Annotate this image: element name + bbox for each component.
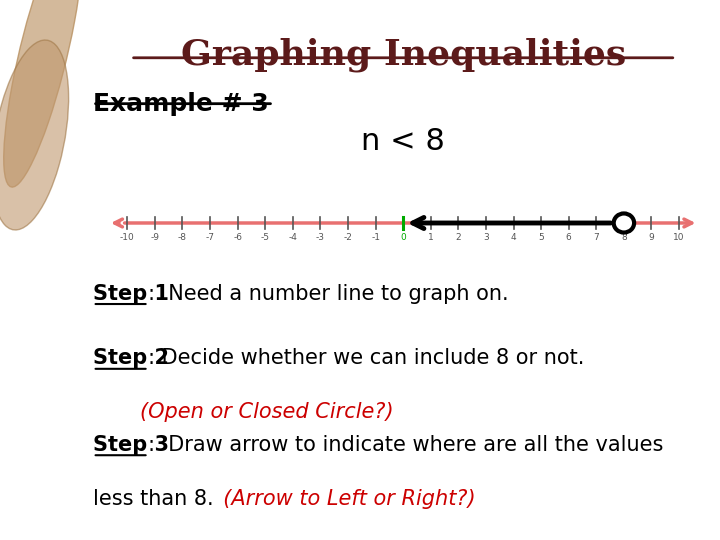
Text: -5: -5 — [261, 233, 270, 242]
Ellipse shape — [0, 40, 68, 230]
Text: -8: -8 — [178, 233, 187, 242]
Text: 8: 8 — [621, 233, 627, 242]
Text: Step 2: Step 2 — [93, 348, 168, 368]
Text: 0: 0 — [400, 233, 406, 242]
Ellipse shape — [4, 0, 83, 187]
Text: n < 8: n < 8 — [361, 127, 445, 156]
Text: Graphing Inequalities: Graphing Inequalities — [181, 38, 626, 72]
Text: -7: -7 — [206, 233, 215, 242]
Text: 5: 5 — [539, 233, 544, 242]
Text: : Decide whether we can include 8 or not.: : Decide whether we can include 8 or not… — [148, 348, 585, 368]
Text: -1: -1 — [371, 233, 380, 242]
Text: (Arrow to Left or Right?): (Arrow to Left or Right?) — [210, 489, 476, 509]
Text: 7: 7 — [593, 233, 599, 242]
Text: -10: -10 — [120, 233, 135, 242]
Text: 4: 4 — [510, 233, 516, 242]
Text: 10: 10 — [673, 233, 685, 242]
Text: -6: -6 — [233, 233, 242, 242]
Text: Example # 3: Example # 3 — [93, 92, 269, 116]
Text: Step 1: Step 1 — [93, 284, 168, 303]
Text: less than 8.: less than 8. — [93, 489, 213, 509]
Text: 3: 3 — [483, 233, 489, 242]
Text: :  Draw arrow to indicate where are all the values: : Draw arrow to indicate where are all t… — [148, 435, 664, 455]
Circle shape — [613, 213, 634, 233]
Text: -3: -3 — [316, 233, 325, 242]
Text: 9: 9 — [649, 233, 654, 242]
Text: -2: -2 — [343, 233, 353, 242]
Text: -4: -4 — [289, 233, 297, 242]
Text: (Open or Closed Circle?): (Open or Closed Circle?) — [140, 402, 394, 422]
Text: 2: 2 — [456, 233, 462, 242]
Text: Step 3: Step 3 — [93, 435, 168, 455]
Text: :  Need a number line to graph on.: : Need a number line to graph on. — [148, 284, 509, 303]
Text: 1: 1 — [428, 233, 433, 242]
Text: -9: -9 — [150, 233, 159, 242]
Text: 6: 6 — [566, 233, 572, 242]
